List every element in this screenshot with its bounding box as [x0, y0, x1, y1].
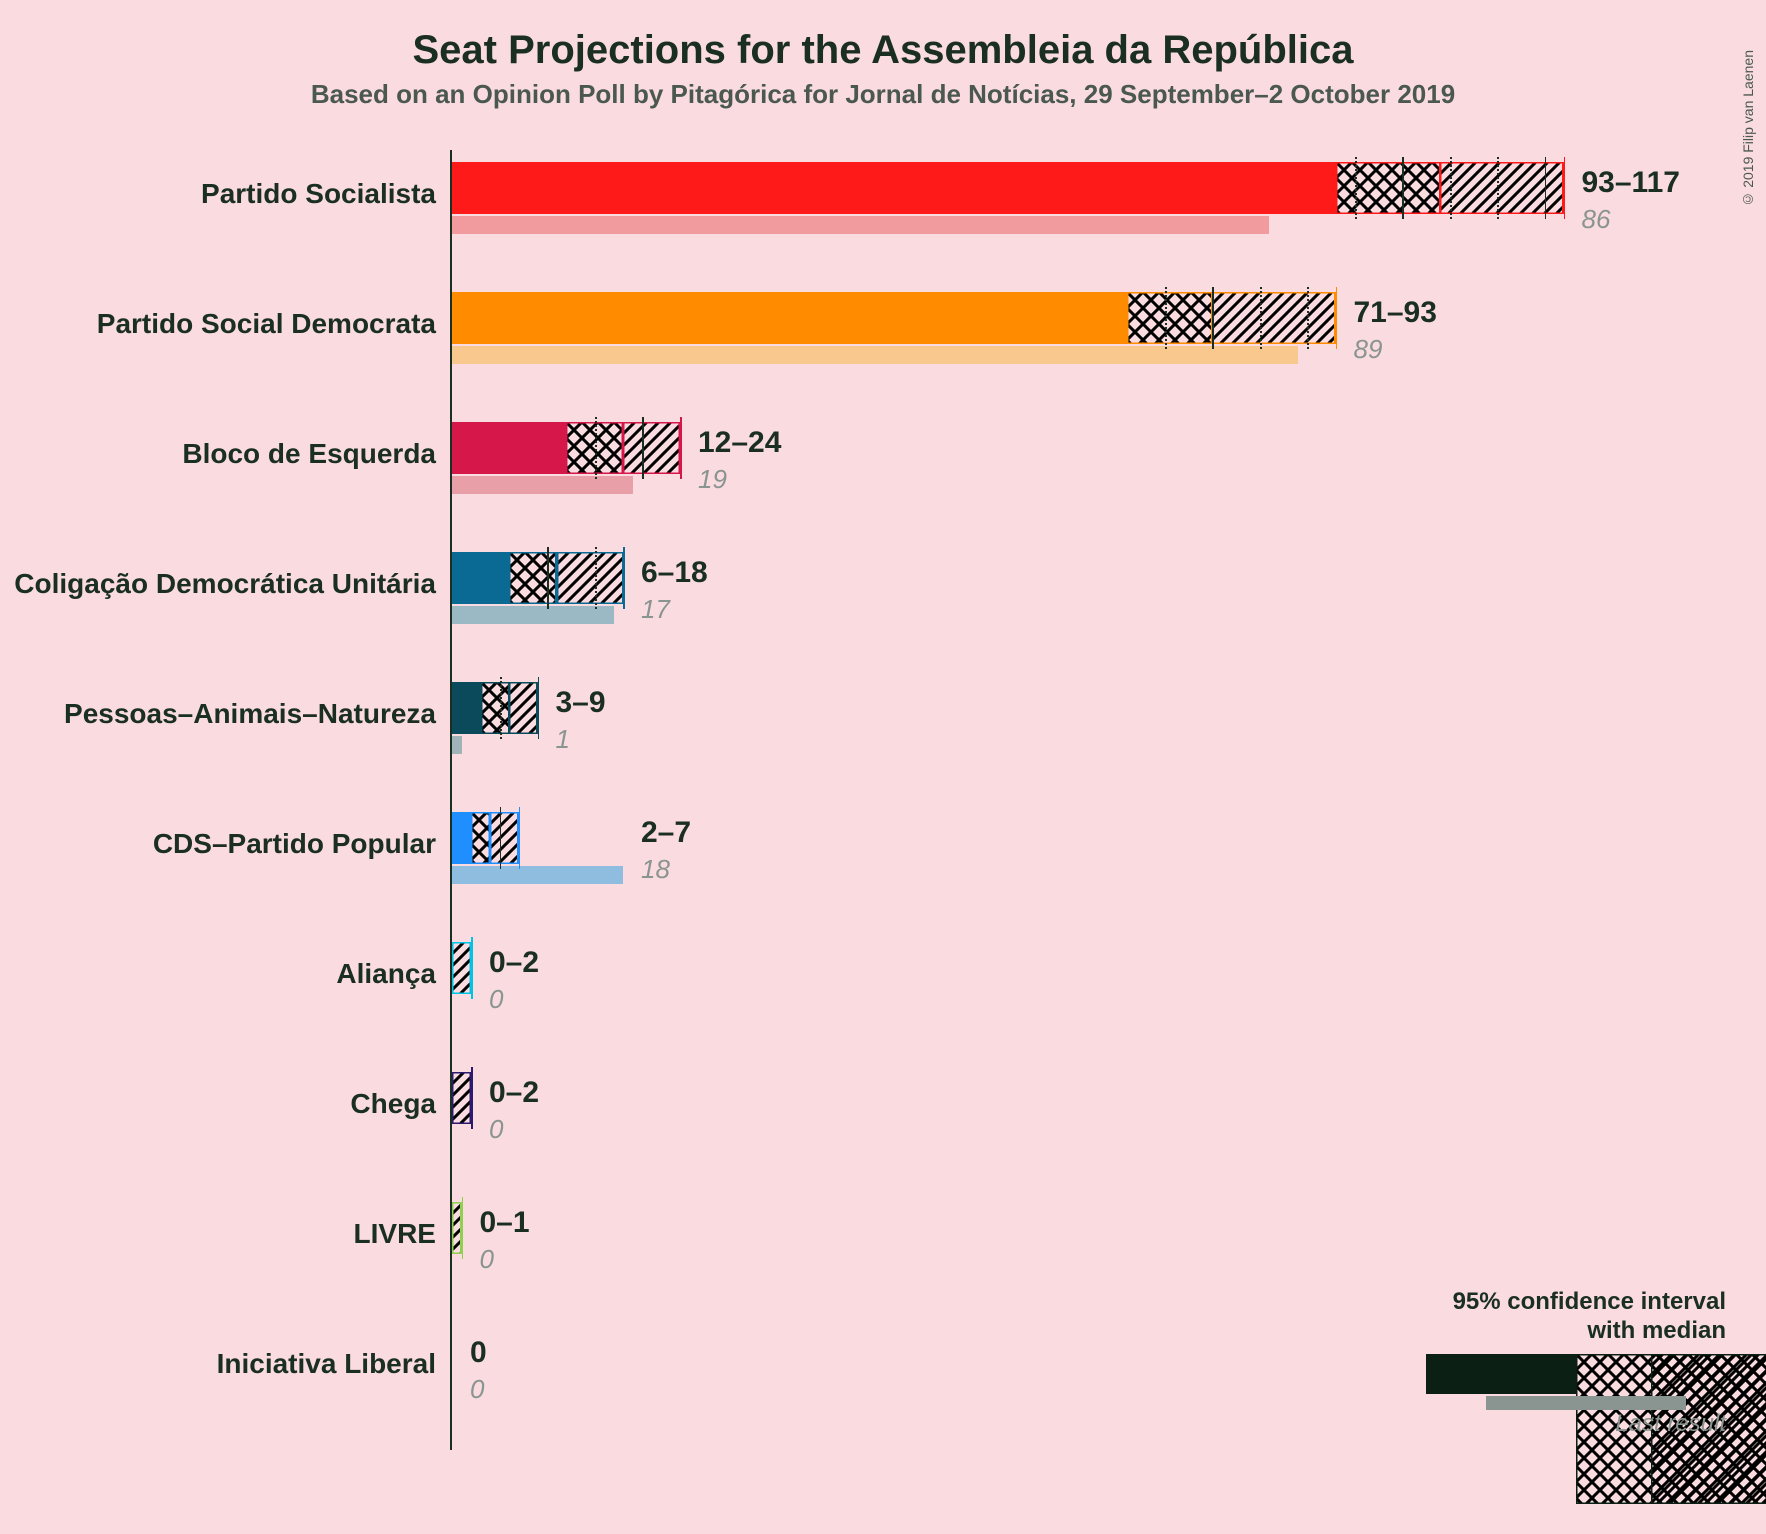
seat-projection-chart: Partido Socialista93–11786Partido Social…	[0, 150, 1766, 1450]
party-row: Partido Social Democrata 71–93 89	[0, 280, 1766, 410]
previous-result-bar	[452, 606, 614, 624]
bar-ci-lower	[471, 812, 490, 864]
ci-tick	[1450, 157, 1452, 219]
previous-result-label: 0	[489, 1114, 503, 1145]
ci-tick	[1402, 157, 1404, 219]
seat-range-label: 0–2	[489, 946, 539, 980]
seat-range-label: 93–117	[1582, 166, 1680, 200]
party-name: Partido Social Democrata	[97, 308, 436, 340]
bar-ci-upper	[452, 1202, 462, 1254]
party-row: Chega 0–2 0	[0, 1060, 1766, 1190]
previous-result-label: 89	[1354, 334, 1383, 365]
ci-tick	[1545, 157, 1547, 219]
previous-result-bar	[452, 736, 462, 754]
party-name: LIVRE	[354, 1218, 436, 1250]
party-row: Aliança 0–2 0	[0, 930, 1766, 1060]
bar-ci-lower	[509, 552, 557, 604]
ci-tick	[547, 547, 549, 609]
ci-tick	[500, 807, 502, 869]
ci-tick	[1307, 287, 1309, 349]
previous-result-bar	[452, 476, 633, 494]
party-row: Partido Socialista 93–117 86	[0, 150, 1766, 280]
previous-result-bar	[452, 866, 623, 884]
party-name: Iniciativa Liberal	[217, 1348, 436, 1380]
ci-tick	[1497, 157, 1499, 219]
ci-tick	[1260, 287, 1262, 349]
legend-ci-label: 95% confidence interval with median	[1426, 1288, 1726, 1346]
legend-last-result-label: Last result	[1426, 1410, 1726, 1438]
bar-solid	[452, 292, 1127, 344]
party-row: Pessoas–Animais–Natureza 3–9 1	[0, 670, 1766, 800]
bar-solid	[452, 162, 1336, 214]
party-name: Coligação Democrática Unitária	[14, 568, 436, 600]
bar-ci-upper	[452, 942, 471, 994]
party-row: Bloco de Esquerda 12–24 19	[0, 410, 1766, 540]
previous-result-label: 1	[556, 724, 570, 755]
bar-ci-upper	[452, 1072, 471, 1124]
chart-subtitle: Based on an Opinion Poll by Pitagórica f…	[0, 79, 1766, 110]
bar-ci-lower	[481, 682, 510, 734]
seat-range-label: 3–9	[556, 686, 606, 720]
ci-tick	[595, 417, 597, 479]
previous-result-bar	[452, 216, 1269, 234]
seat-range-label: 12–24	[698, 426, 781, 460]
ci-tick	[500, 677, 502, 739]
seat-range-label: 0–1	[480, 1206, 530, 1240]
previous-result-label: 18	[641, 854, 670, 885]
party-name: CDS–Partido Popular	[153, 828, 436, 860]
bar-ci-upper	[509, 682, 538, 734]
ci-tick	[642, 417, 644, 479]
party-name: Partido Socialista	[201, 178, 436, 210]
bar-solid	[452, 552, 509, 604]
ci-tick	[595, 547, 597, 609]
ci-tick	[1212, 287, 1214, 349]
bar-ci-upper	[557, 552, 624, 604]
previous-result-label: 86	[1582, 204, 1611, 235]
chart-title: Seat Projections for the Assembleia da R…	[0, 0, 1766, 73]
seat-range-label: 71–93	[1354, 296, 1437, 330]
previous-result-bar	[452, 346, 1298, 364]
bar-solid	[452, 682, 481, 734]
party-row: Coligação Democrática Unitária 6–18 17	[0, 540, 1766, 670]
seat-range-label: 6–18	[641, 556, 708, 590]
bar-ci-upper	[623, 422, 680, 474]
previous-result-label: 17	[641, 594, 670, 625]
ci-tick	[1165, 287, 1167, 349]
party-name: Bloco de Esquerda	[182, 438, 436, 470]
party-name: Chega	[350, 1088, 436, 1120]
bar-solid	[452, 422, 566, 474]
seat-range-label: 2–7	[641, 816, 691, 850]
bar-solid	[452, 812, 471, 864]
ci-tick	[1355, 157, 1357, 219]
party-row: CDS–Partido Popular 2–7 18	[0, 800, 1766, 930]
party-name: Aliança	[336, 958, 436, 990]
bar-ci-lower	[1336, 162, 1441, 214]
seat-range-label: 0	[470, 1336, 487, 1370]
previous-result-label: 19	[698, 464, 727, 495]
previous-result-label: 0	[480, 1244, 494, 1275]
party-name: Pessoas–Animais–Natureza	[64, 698, 436, 730]
previous-result-label: 0	[489, 984, 503, 1015]
seat-range-label: 0–2	[489, 1076, 539, 1110]
bar-ci-upper	[1212, 292, 1336, 344]
bar-ci-upper	[490, 812, 519, 864]
previous-result-label: 0	[470, 1374, 484, 1405]
bar-ci-lower	[1127, 292, 1213, 344]
legend-swatch: Last result	[1426, 1354, 1726, 1424]
chart-legend: 95% confidence interval with median Last…	[1426, 1288, 1726, 1424]
